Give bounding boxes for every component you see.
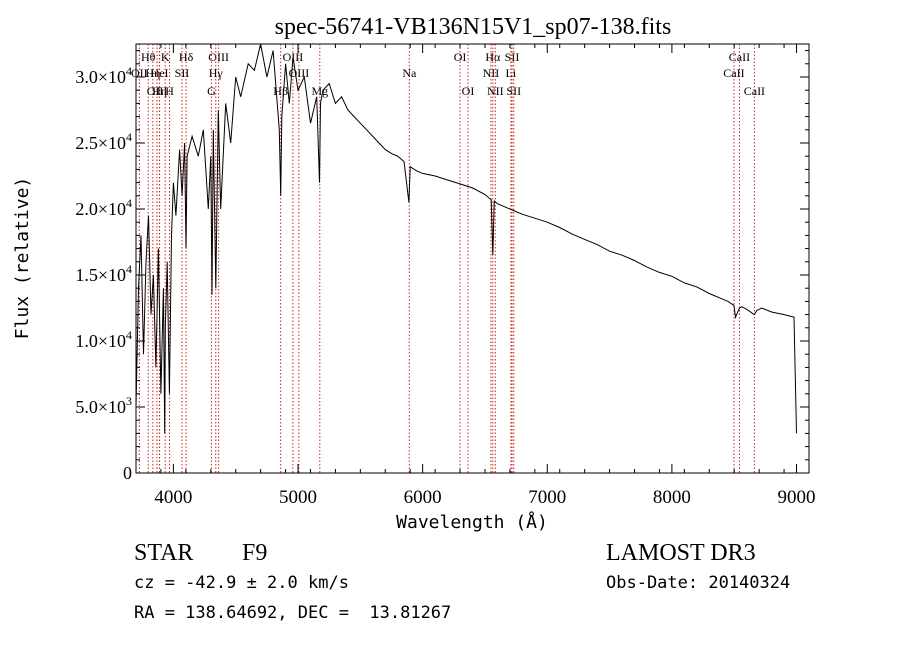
object-class: STAR (134, 540, 193, 566)
y-axis-label: Flux (relative) (12, 177, 33, 340)
line-marker-label: CaII (723, 66, 744, 80)
line-marker-label: Hη (152, 84, 167, 98)
plot-frame (135, 43, 810, 474)
y-tick-label: 1.0×104 (75, 328, 132, 351)
line-marker-label: OI (462, 84, 475, 98)
line-marker-label: OIII (208, 50, 229, 64)
line-marker-label: Hθ (141, 50, 156, 64)
x-tick-label: 9000 (778, 487, 816, 508)
line-marker-label: NII (487, 84, 504, 98)
line-marker-label: CaII (744, 84, 765, 98)
line-marker-label: Hδ (179, 50, 194, 64)
line-marker-label: CaII (729, 50, 750, 64)
x-tick-label: 4000 (154, 487, 192, 508)
y-tick-label: 0 (123, 463, 132, 483)
line-marker-label: Hα (485, 50, 501, 64)
x-axis: 4000 5000 6000 7000 8000 9000 (135, 44, 816, 508)
object-subclass: F9 (242, 540, 267, 566)
line-marker-label: SII (175, 66, 190, 80)
line-marker-label: OI (454, 50, 467, 64)
line-marker-label: OIII (283, 50, 304, 64)
line-marker-label: G (207, 84, 216, 98)
y-tick-label: 2.5×104 (75, 130, 132, 153)
line-marker-label: Hγ (209, 66, 224, 80)
line-marker-label: OIII (147, 84, 168, 98)
y-tick-label: 2.0×104 (75, 196, 132, 219)
y-axis: 0 5.0×103 1.0×104 1.5×104 2.0×104 2.5×104 3.0×… (75, 50, 809, 483)
y-tick-label: 5.0×103 (75, 394, 132, 417)
line-marker-label: K (161, 50, 170, 64)
x-tick-label: 8000 (653, 487, 691, 508)
x-axis-label: Wavelength (Å) (396, 511, 548, 533)
y-tick-label: 3.0×104 (75, 64, 132, 87)
line-marker-label: SII (506, 84, 521, 98)
y-tick-label: 1.5×104 (75, 262, 132, 285)
line-marker-label: Li (506, 66, 517, 80)
spectrum-line (135, 43, 797, 434)
chart-title: spec-56741-VB136N15V1_sp07-138.fits (275, 14, 672, 40)
velocity-text: cz = -42.9 ± 2.0 km/s (134, 573, 349, 593)
line-marker-label: SII (505, 50, 520, 64)
coordinates-text: RA = 138.64692, DEC = 13.81267 (134, 603, 451, 623)
survey-name: LAMOST DR3 (606, 540, 756, 566)
line-marker-label: Mg (311, 84, 328, 98)
obs-date: Obs-Date: 20140324 (606, 573, 790, 593)
x-tick-label: 7000 (528, 487, 566, 508)
x-tick-label: 5000 (279, 487, 317, 508)
line-marker-label: NII (483, 66, 500, 80)
line-marker-label: Na (402, 66, 417, 80)
x-tick-label: 6000 (404, 487, 442, 508)
line-marker-label: H (165, 84, 174, 98)
